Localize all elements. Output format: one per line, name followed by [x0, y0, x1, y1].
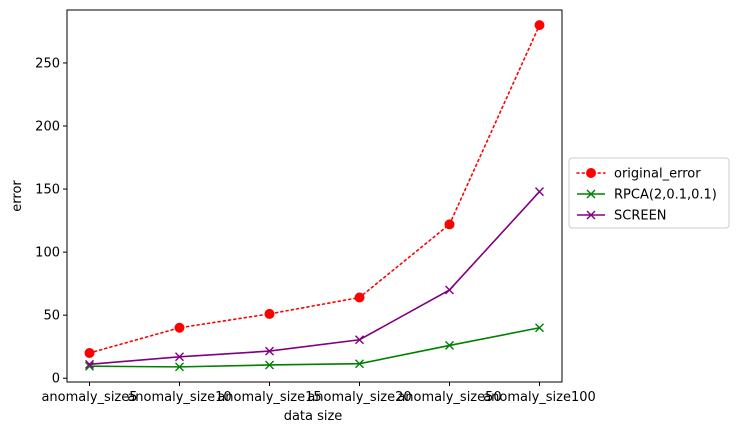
y-tick-label: 50 [43, 309, 60, 324]
y-tick-label: 100 [35, 246, 60, 261]
x-tick-label: anomaly_size15 [217, 390, 321, 405]
legend-frame [568, 157, 730, 229]
data-point [174, 322, 185, 333]
series-line [88, 24, 541, 354]
legend-label: SCREEN [614, 209, 667, 224]
data-point [175, 352, 184, 362]
data-point [445, 340, 454, 350]
y-axis: 0 50 100 150 200 250 [35, 56, 67, 387]
y-tick-label: 250 [35, 56, 60, 71]
legend-marker [586, 168, 596, 178]
series-0 [84, 20, 545, 358]
x-tick-label: anomaly_size20 [307, 390, 411, 405]
data-point [264, 308, 275, 319]
y-axis-title: error [10, 180, 25, 212]
data-point [354, 292, 365, 303]
plot-area [66, 9, 563, 383]
series-line [89, 191, 541, 366]
x-tick-label: anomaly_size5 [41, 390, 137, 405]
axes-frame [66, 9, 563, 383]
legend: original_error RPCA(2,0.1,0.1) SCREEN [568, 157, 730, 229]
legend-entry: original_error [576, 167, 701, 182]
legend-entry: SCREEN [577, 209, 667, 224]
data-point [265, 346, 274, 356]
x-tick-label: anomaly_size10 [127, 390, 231, 405]
data-point [85, 359, 94, 369]
series-2 [85, 187, 544, 369]
data-point [265, 360, 274, 370]
data-point [355, 359, 364, 369]
legend-label: original_error [614, 167, 701, 182]
series-line [89, 326, 540, 368]
data-point [535, 323, 544, 333]
y-tick-label: 200 [35, 120, 60, 135]
legend-marker [586, 210, 596, 220]
data-point [534, 20, 545, 31]
x-tick-label: anomaly_size100 [483, 390, 596, 405]
x-axis-title: data size [284, 409, 343, 424]
legend-label: RPCA(2,0.1,0.1) [614, 188, 717, 203]
data-point [445, 285, 454, 295]
y-tick-label: 150 [35, 183, 60, 198]
y-tick-label: 0 [52, 372, 60, 387]
data-point [535, 187, 544, 197]
data-point [175, 362, 184, 372]
data-point [444, 219, 455, 230]
legend-entry: RPCA(2,0.1,0.1) [577, 188, 717, 203]
series-1 [85, 323, 544, 372]
data-point [84, 347, 95, 358]
data-point [355, 335, 364, 345]
legend-marker [586, 189, 596, 199]
x-tick-label: anomaly_size50 [397, 390, 501, 405]
x-axis: anomaly_size5anomaly_size10anomaly_size1… [41, 382, 596, 405]
